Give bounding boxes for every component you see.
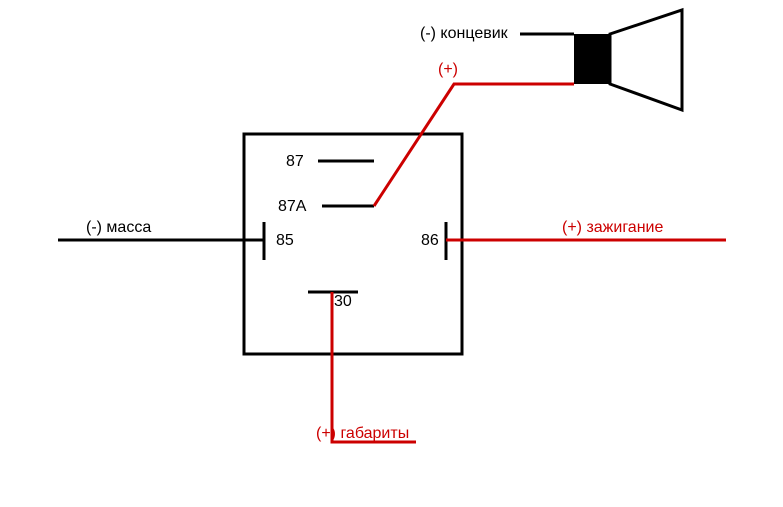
label-parking: (+) габариты (316, 425, 409, 442)
wire-parking-lights (332, 292, 416, 442)
label-ground: (-) масса (86, 219, 151, 236)
label-limit-switch: (-) концевик (420, 25, 509, 42)
pin-87-label: 87 (286, 153, 304, 170)
pin-30-label: 30 (334, 293, 352, 310)
wire-to-speaker (374, 84, 574, 206)
pin-85-label: 85 (276, 232, 294, 249)
speaker-icon (574, 10, 682, 110)
label-plus-top: (+) (438, 61, 458, 78)
pin-86-label: 86 (421, 232, 439, 249)
relay-wiring-diagram: 87 87A 85 86 30 (-) концевик (+) (-) мас… (0, 0, 783, 507)
pin-87a-label: 87A (278, 198, 307, 215)
label-ignition: (+) зажигание (562, 219, 663, 236)
